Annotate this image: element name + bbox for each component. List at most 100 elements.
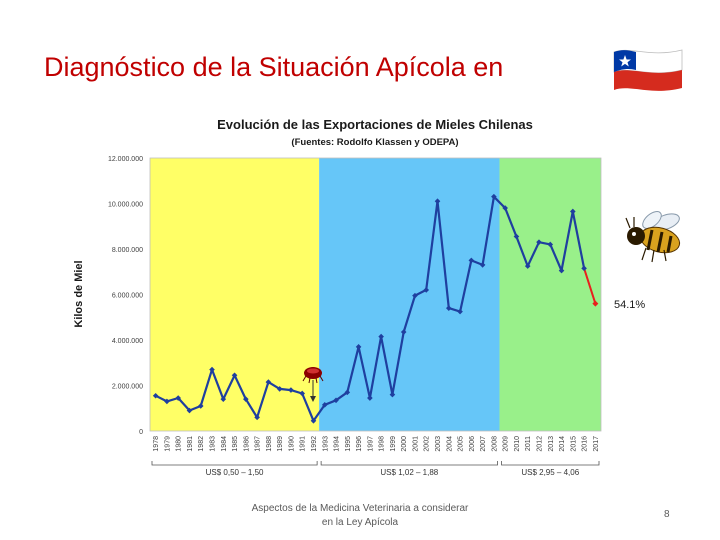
period-label: US$ 1,02 – 1,88: [380, 468, 438, 477]
x-tick-label: 1992: [311, 436, 318, 452]
data-point: [197, 403, 204, 409]
x-tick-label: 1994: [334, 436, 341, 452]
x-tick-label: 1998: [379, 436, 386, 452]
warning-bug-icon: [302, 367, 324, 402]
y-tick-label: 4.000.000: [112, 338, 143, 345]
x-tick-label: 1996: [356, 436, 363, 452]
x-tick-label: 1988: [266, 436, 273, 452]
x-tick-label: 1989: [277, 436, 284, 452]
data-point: [468, 257, 475, 264]
x-tick-label: 2002: [424, 436, 431, 452]
x-tick-label: 2006: [469, 436, 476, 452]
x-tick-label: 1991: [300, 436, 307, 452]
x-tick-label: 1983: [210, 436, 217, 452]
data-point: [220, 396, 227, 402]
chile-flag-icon: [613, 49, 683, 91]
x-tick-label: 1985: [232, 436, 239, 452]
period-label: US$ 0,50 – 1,50: [206, 468, 264, 477]
x-tick-label: 2007: [480, 436, 487, 452]
x-tick-label: 1982: [198, 436, 205, 452]
data-point: [164, 398, 170, 405]
x-tick-label: 2013: [548, 436, 555, 452]
x-tick-label: 1981: [187, 436, 194, 452]
x-tick-label: 1995: [345, 436, 352, 452]
data-point: [479, 262, 486, 268]
data-point: [491, 193, 497, 200]
data-point: [400, 329, 407, 335]
data-point: [209, 366, 215, 373]
slide-title: Diagnóstico de la Situación Apícola en: [44, 52, 504, 82]
honey-exports-chart: 0 2.000.000 4.000.000 6.000.000 8.000.000 10.…: [73, 117, 645, 477]
data-point: [412, 292, 418, 299]
bee-icon: [625, 211, 681, 263]
page-number: 8: [664, 509, 670, 520]
chart-title: Evolución de las Exportaciones de Mieles…: [217, 117, 533, 132]
data-point: [344, 389, 351, 396]
data-point: [457, 308, 463, 315]
data-point: [186, 407, 193, 414]
data-point: [254, 414, 260, 421]
x-tick-label: 2008: [491, 436, 498, 452]
x-tick-label: 2012: [536, 436, 543, 452]
data-point: [592, 300, 599, 307]
x-tick-label: 2004: [446, 436, 453, 452]
data-point: [367, 395, 373, 401]
y-tick-label: 12.000.000: [108, 156, 143, 163]
x-tick-label: 2015: [570, 436, 577, 452]
data-point: [243, 396, 249, 402]
x-tick-label: 1997: [367, 436, 374, 452]
footer-text: Aspectos de la Medicina Veterinaria a co…: [251, 503, 469, 528]
x-tick-label: 1978: [153, 436, 160, 452]
x-tick-label: 1993: [322, 436, 329, 452]
data-point: [570, 208, 576, 215]
data-point: [310, 417, 317, 424]
x-tick-label: 1984: [221, 436, 228, 452]
data-point: [175, 395, 181, 401]
data-point: [536, 239, 542, 245]
period-label: US$ 2,95 – 4,06: [521, 468, 579, 477]
data-point: [502, 205, 508, 211]
period-bracket: [501, 461, 600, 466]
y-tick-label: 2.000.000: [112, 384, 143, 391]
data-point: [321, 402, 328, 408]
period-band-1: [150, 158, 320, 431]
data-point: [547, 241, 554, 248]
data-point: [299, 390, 306, 397]
data-point: [513, 233, 520, 240]
data-point: [434, 198, 441, 205]
x-tick-label: 2011: [525, 436, 532, 451]
x-tick-label: 2017: [593, 436, 600, 452]
x-tick-label: 1987: [255, 436, 262, 452]
plot-area-border: [149, 157, 602, 432]
data-point: [524, 263, 531, 269]
x-tick-label: 2000: [401, 436, 408, 452]
data-point: [581, 265, 587, 272]
x-tick-label: 2009: [503, 436, 510, 452]
x-tick-label: 1980: [176, 436, 183, 452]
data-point: [389, 391, 396, 398]
y-axis-label: Kilos de Miel: [73, 260, 85, 327]
x-tick-label: 2001: [412, 436, 419, 452]
data-point: [288, 387, 294, 393]
y-tick-label: 8.000.000: [112, 247, 143, 254]
data-point: [265, 379, 272, 385]
x-tick-label: 2003: [435, 436, 442, 452]
y-tick-label: 6.000.000: [112, 293, 143, 300]
chart-subtitle: (Fuentes: Rodolfo Klassen y ODEPA): [291, 137, 458, 148]
period-bracket: [151, 461, 318, 466]
decline-percent-label: 54.1%: [614, 299, 645, 311]
data-point: [355, 344, 362, 350]
x-tick-label: 1999: [390, 436, 397, 452]
data-point: [231, 372, 238, 379]
data-point: [558, 267, 565, 274]
period-band-2: [319, 158, 500, 431]
data-point: [423, 287, 430, 293]
x-tick-label: 1979: [164, 436, 171, 452]
data-point: [333, 397, 339, 404]
x-tick-label: 1986: [243, 436, 250, 452]
data-point: [152, 392, 159, 399]
data-point: [276, 386, 283, 392]
period-band-3: [499, 158, 601, 431]
x-tick-label: 2014: [559, 436, 566, 452]
x-tick-label: 2010: [514, 436, 521, 452]
